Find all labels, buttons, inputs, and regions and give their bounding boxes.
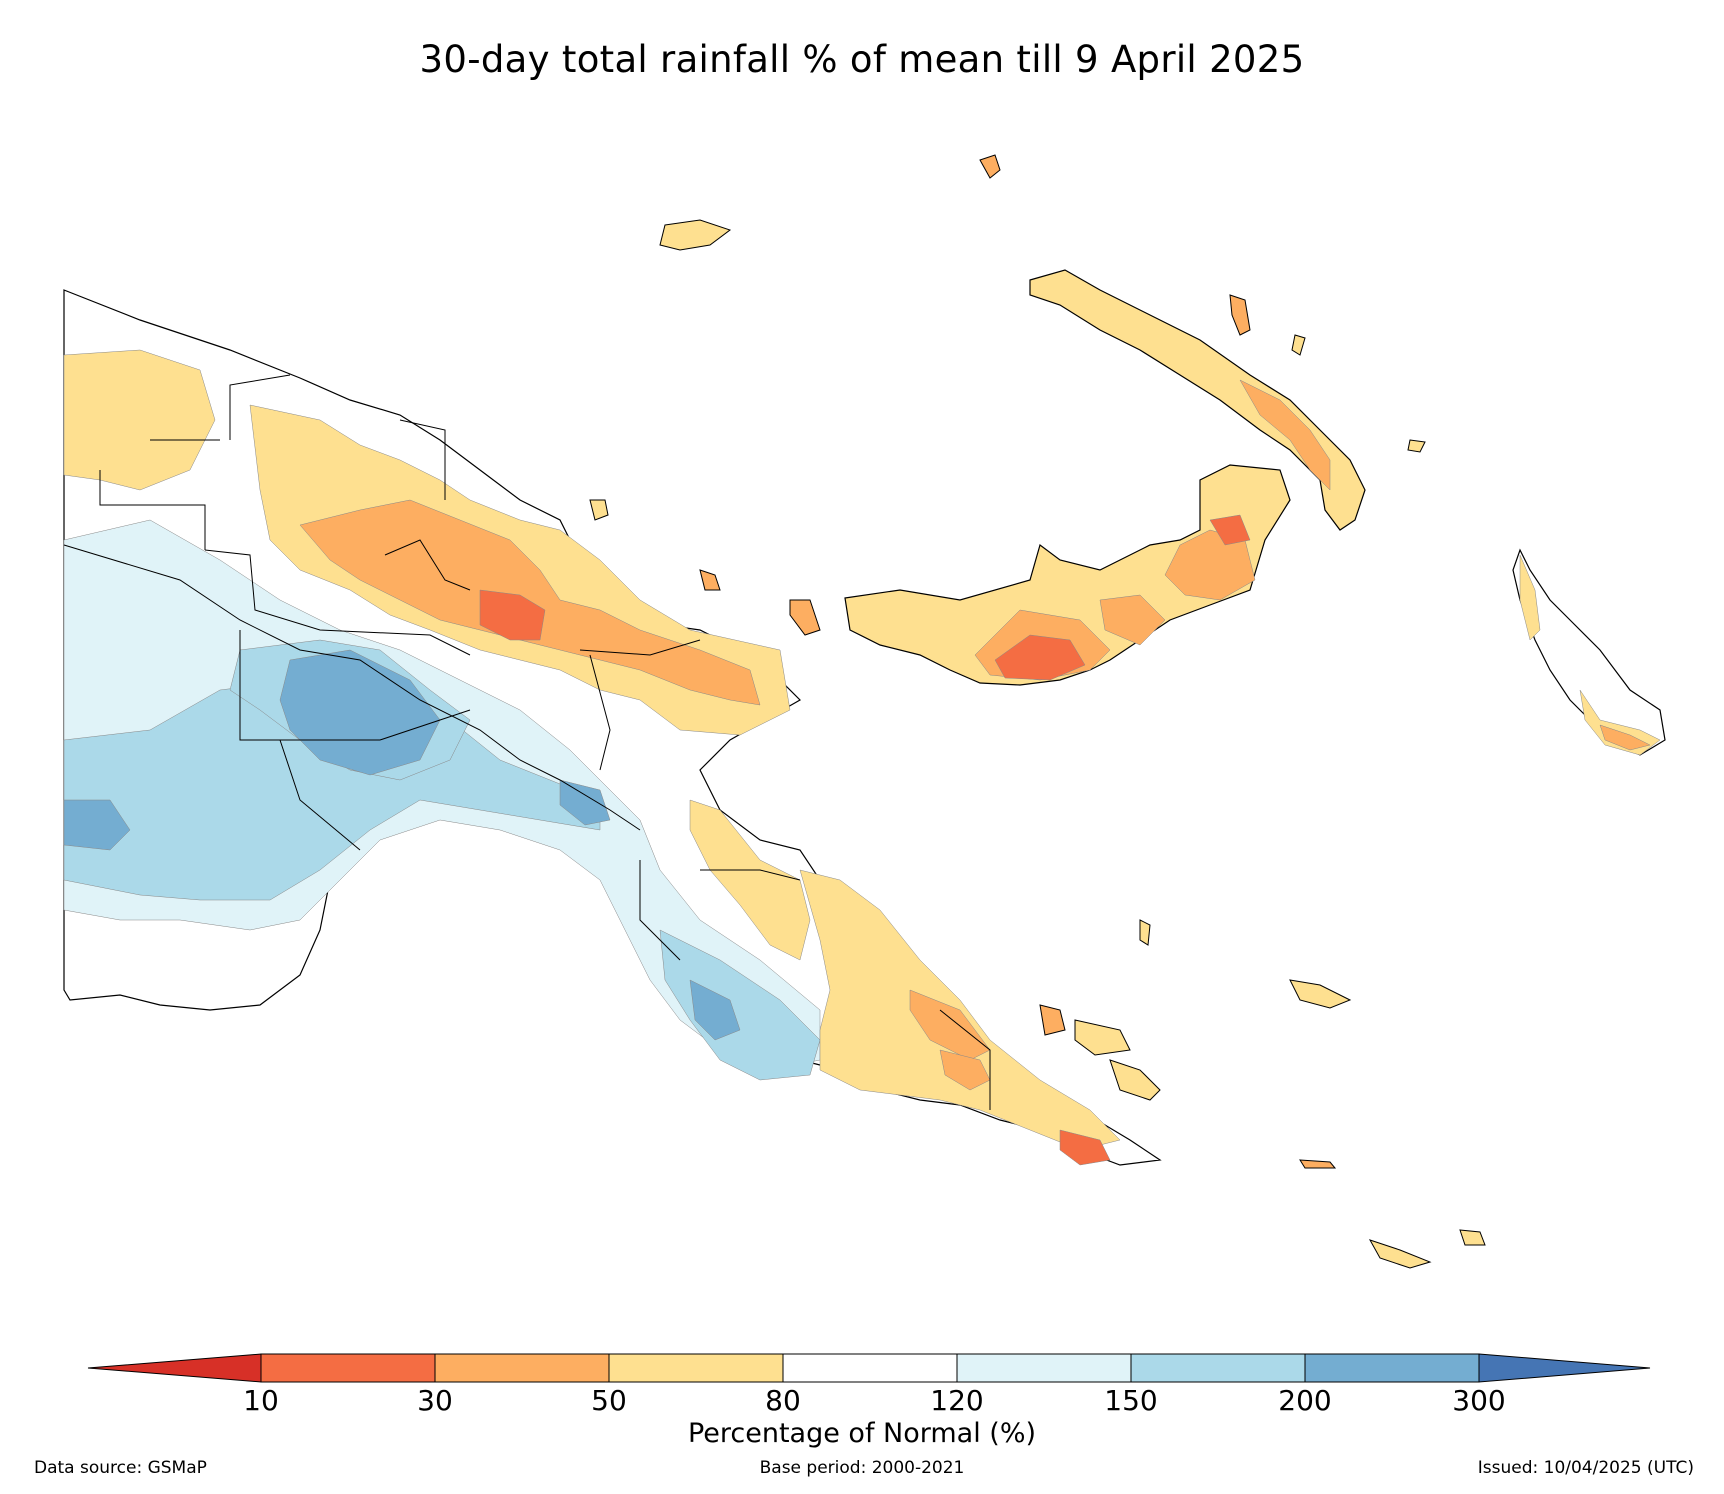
province-borders bbox=[63, 374, 991, 1110]
colorbar-class-80-120 bbox=[782, 1353, 958, 1383]
colorbar-class-10-30 bbox=[260, 1353, 436, 1383]
base-period-note: Base period: 2000-2021 bbox=[759, 1458, 965, 1478]
colorbar-tick: 50 bbox=[591, 1384, 627, 1417]
data-source-note: Data source: GSMaP bbox=[34, 1458, 207, 1478]
colorbar-tick: 300 bbox=[1452, 1384, 1506, 1417]
new-britain bbox=[844, 464, 1291, 686]
colorbar-class-30-50 bbox=[434, 1353, 610, 1383]
colorbar bbox=[87, 1353, 1651, 1383]
colorbar-class-120-150 bbox=[956, 1353, 1132, 1383]
colorbar-tick: 10 bbox=[243, 1384, 279, 1417]
colorbar-class-lt10 bbox=[87, 1353, 262, 1383]
colorbar-class-gt300 bbox=[1478, 1353, 1651, 1383]
new-ireland bbox=[1029, 269, 1366, 531]
map-title: 30-day total rainfall % of mean till 9 A… bbox=[419, 38, 1305, 81]
issued-note: Issued: 10/04/2025 (UTC) bbox=[1477, 1458, 1694, 1478]
bougainville bbox=[1512, 548, 1666, 756]
colorbar-class-150-200 bbox=[1130, 1353, 1306, 1383]
colorbar-class-200-300 bbox=[1304, 1353, 1480, 1383]
colorbar-tick: 30 bbox=[417, 1384, 453, 1417]
colorbar-tick: 150 bbox=[1104, 1384, 1158, 1417]
colorbar-tick: 80 bbox=[765, 1384, 801, 1417]
colorbar-class-50-80 bbox=[608, 1353, 784, 1383]
small-islands bbox=[589, 154, 1486, 1269]
colorbar-tick: 120 bbox=[930, 1384, 984, 1417]
colorbar-tick: 200 bbox=[1278, 1384, 1332, 1417]
mainland-anomalies bbox=[63, 349, 1121, 1166]
colorbar-label: Percentage of Normal (%) bbox=[687, 1418, 1037, 1449]
